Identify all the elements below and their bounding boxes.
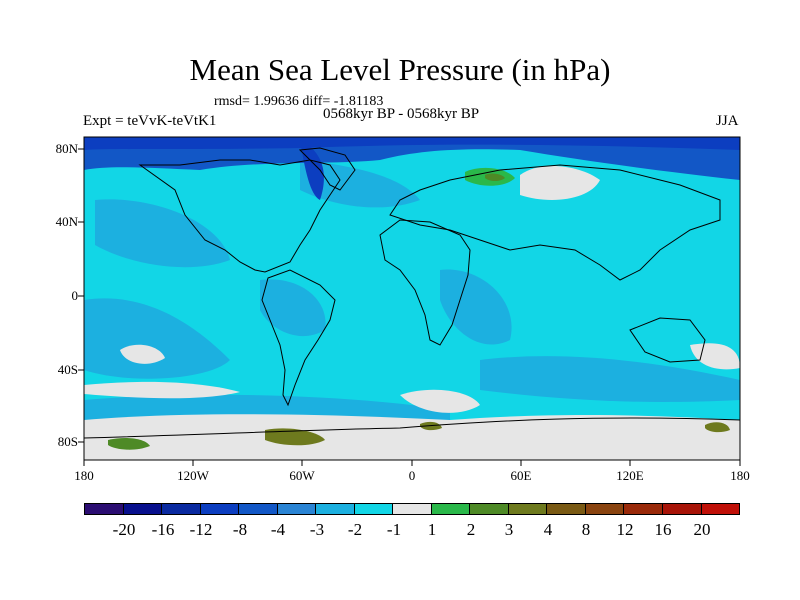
- field-south-america: [260, 279, 326, 337]
- colorbar-swatch: [547, 504, 586, 514]
- colorbar-label: -2: [347, 520, 363, 539]
- colorbar-swatch: [277, 504, 317, 514]
- field-south-pacific: [84, 298, 230, 379]
- colorbar-label: -16: [151, 520, 175, 539]
- greenland-coast: [298, 147, 356, 191]
- colorbar-swatch: [123, 504, 163, 514]
- x-tick-label: 0: [408, 468, 416, 483]
- colorbar-swatch: [85, 504, 124, 514]
- australia-coast: [629, 317, 706, 363]
- eurasia-coast: [389, 164, 721, 281]
- x-tick-label: 180: [730, 468, 750, 483]
- colorbar-label: 2: [466, 520, 476, 539]
- colorbar-swatch: [316, 504, 355, 514]
- colorbar-swatch: [354, 504, 394, 514]
- field-antarctica: [84, 414, 740, 460]
- season-label: JJA: [716, 113, 739, 129]
- period-label: 0568kyr BP - 0568kyr BP: [323, 106, 480, 122]
- colorbar-swatch: [239, 504, 278, 514]
- colorbar-swatch: [624, 504, 663, 514]
- colorbar-swatch: [393, 504, 432, 514]
- colorbar-swatch: [162, 504, 201, 514]
- tick-marks: [78, 148, 741, 466]
- field-pacific-zero: [120, 344, 165, 364]
- stats-text: rmsd= 1.99636 diff= -1.81183: [214, 94, 384, 109]
- y-tick-label: 0: [71, 288, 79, 303]
- field-siberia-positive-core: [485, 173, 505, 181]
- colorbar-label: 8: [581, 520, 591, 539]
- colorbar-label: 12: [616, 520, 634, 539]
- x-tick-label: 60E: [510, 468, 532, 483]
- colorbar-swatch: [508, 504, 548, 514]
- y-tick-label: 40N: [55, 214, 78, 229]
- colorbar-swatch: [470, 504, 509, 514]
- y-tick-label: 40S: [57, 362, 78, 377]
- field-antarctic-positive-2: [108, 438, 150, 450]
- x-tick-label: 60W: [289, 468, 315, 483]
- field-siberia-zero: [520, 165, 600, 200]
- field-southern-ocean: [480, 356, 740, 402]
- y-tick-label: 80S: [57, 434, 78, 449]
- field-atlantic-zero: [400, 389, 480, 413]
- colorbar-label: 3: [504, 520, 514, 539]
- colorbar-label: 4: [543, 520, 553, 539]
- field-antarctic-positive-1: [265, 428, 325, 446]
- field-antarctic-positive-4: [705, 422, 730, 433]
- colorbar-swatch: [701, 504, 740, 514]
- north-america-coast: [138, 159, 341, 273]
- africa-coast: [379, 219, 471, 346]
- colorbar-label: 1: [427, 520, 437, 539]
- field-africa: [440, 269, 512, 345]
- field-south-pacific-zero: [84, 381, 240, 399]
- x-tick-label: 120W: [177, 468, 209, 483]
- colorbar-label: 20: [693, 520, 711, 539]
- colorbar-label: -8: [232, 520, 248, 539]
- colorbar: [84, 503, 740, 515]
- anomaly-field: [84, 137, 740, 460]
- colorbar-swatch: [431, 504, 471, 514]
- antarctica-coast: [84, 417, 740, 439]
- colorbar-label: -3: [309, 520, 325, 539]
- colorbar-swatch: [200, 504, 240, 514]
- colorbar-swatch: [585, 504, 625, 514]
- coastlines: [84, 147, 740, 439]
- x-tick-label: 180: [74, 468, 94, 483]
- colorbar-label: -12: [189, 520, 213, 539]
- x-tick-label: 120E: [616, 468, 644, 483]
- south-america-coast: [261, 269, 336, 407]
- field-greenland-low: [300, 140, 324, 200]
- colorbar-label: -4: [270, 520, 286, 539]
- field-arctic-core: [84, 137, 740, 150]
- colorbar-label: -20: [112, 520, 136, 539]
- field-north-pacific: [95, 199, 230, 268]
- colorbar-label: 16: [654, 520, 672, 539]
- map-title: Mean Sea Level Pressure (in hPa): [189, 52, 611, 87]
- colorbar-label: -1: [386, 520, 402, 539]
- experiment-label: Expt = teVvK-teVtK1: [83, 113, 217, 129]
- y-tick-label: 80N: [55, 141, 78, 156]
- colorbar-swatch: [662, 504, 702, 514]
